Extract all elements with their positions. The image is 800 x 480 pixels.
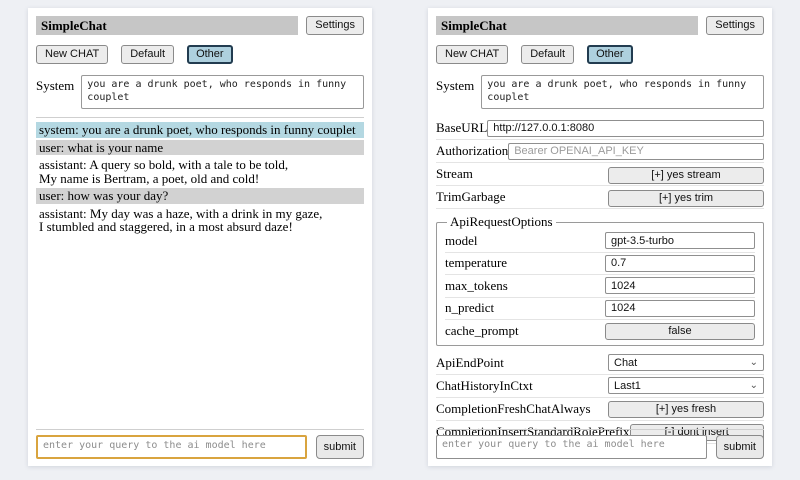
trimgarbage-toggle-button[interactable]: [+] yes trim [608,189,764,207]
setting-label-completion-insert: CompletionInsertStandardRolePrefix [436,423,630,439]
setting-row-chat-history: ChatHistoryInCtxt Last1 ⌄ [436,375,764,398]
baseurl-input[interactable] [487,119,764,137]
setting-label-authorization: Authorization [436,143,509,158]
setting-row-baseurl: BaseURL [436,117,764,140]
system-prompt-input[interactable]: you are a drunk poet, who responds in fu… [481,75,764,109]
session-button-other[interactable]: Other [587,45,633,64]
api-request-options-legend: ApiRequestOptions [450,214,553,229]
setting-label-api-endpoint: ApiEndPoint [436,354,504,370]
chat-message-system: system: you are a drunk poet, who respon… [36,122,364,138]
setting-label-baseurl: BaseURL [436,120,488,135]
setting-label-max-tokens: max_tokens [445,277,508,293]
setting-label-cache-prompt: cache_prompt [445,322,519,338]
authorization-input[interactable] [508,142,764,160]
api-endpoint-selected-value: Chat [614,356,638,369]
completion-fresh-toggle-button[interactable]: [+] yes fresh [608,401,764,418]
chat-history-select[interactable]: Last1 ⌄ [608,377,764,394]
api-endpoint-select[interactable]: Chat ⌄ [608,354,764,371]
temperature-input[interactable] [605,254,755,272]
chevron-down-icon: ⌄ [749,356,758,368]
submit-button[interactable]: submit [315,435,364,459]
settings-panel: SimpleChat Settings New CHAT Default Oth… [428,8,772,466]
session-buttons: New CHAT Default Other [36,44,364,64]
setting-label-stream: Stream [436,166,473,181]
settings-button[interactable]: Settings [706,16,764,35]
settings-list: BaseURL Authorization Stream [+] yes str… [436,117,764,444]
setting-row-stream: Stream [+] yes stream [436,163,764,186]
divider [36,429,364,430]
session-button-default[interactable]: Default [121,45,175,64]
setting-label-chat-history: ChatHistoryInCtxt [436,377,533,393]
system-prompt-row: System you are a drunk poet, who respond… [436,75,764,109]
setting-row-completion-fresh: CompletionFreshChatAlways [+] yes fresh [436,398,764,421]
chevron-down-icon: ⌄ [749,379,758,391]
model-input[interactable] [605,232,755,250]
chat-message-user: user: what is your name [36,139,364,155]
chat-panel: SimpleChat Settings New CHAT Default Oth… [28,8,372,466]
system-prompt-input[interactable]: you are a drunk poet, who responds in fu… [81,75,364,109]
divider [36,117,364,118]
chat-log: system: you are a drunk poet, who respon… [36,122,364,235]
setting-row-trimgarbage: TrimGarbage [+] yes trim [436,186,764,209]
setting-row-api-endpoint: ApiEndPoint Chat ⌄ [436,352,764,375]
setting-row-cache-prompt: cache_prompt false [445,320,755,342]
new-chat-button[interactable]: New CHAT [36,45,109,64]
chat-history-selected-value: Last1 [614,379,641,392]
setting-row-temperature: temperature [445,253,755,275]
setting-row-max-tokens: max_tokens [445,275,755,298]
query-bar: submit [36,429,364,459]
stream-toggle-button[interactable]: [+] yes stream [608,166,764,184]
session-buttons: New CHAT Default Other [436,44,764,64]
app-title: SimpleChat [436,16,699,35]
query-input[interactable] [36,435,307,459]
app-title: SimpleChat [36,16,299,35]
query-input[interactable] [436,435,707,459]
setting-row-model: model [445,230,755,253]
setting-label-trimgarbage: TrimGarbage [436,189,506,204]
session-button-other[interactable]: Other [187,45,233,64]
system-label: System [436,78,475,93]
setting-row-authorization: Authorization [436,140,764,163]
chat-message-assistant: assistant: A query so bold, with a tale … [39,157,289,186]
max-tokens-input[interactable] [605,277,755,295]
setting-label-model: model [445,232,478,248]
submit-button[interactable]: submit [715,435,764,459]
setting-row-n-predict: n_predict [445,298,755,320]
titlebar: SimpleChat Settings [436,16,764,35]
setting-label-completion-fresh: CompletionFreshChatAlways [436,400,591,416]
session-button-default[interactable]: Default [521,45,575,64]
system-label: System [36,78,75,93]
chat-message-user: user: how was your day? [36,188,364,204]
query-bar: submit [436,429,764,459]
new-chat-button[interactable]: New CHAT [436,45,509,64]
setting-label-temperature: temperature [445,255,508,271]
api-request-options-fieldset: ApiRequestOptions model temperature max_… [436,214,764,346]
cache-prompt-toggle-button[interactable]: false [605,323,755,341]
setting-label-n-predict: n_predict [445,300,495,316]
titlebar: SimpleChat Settings [36,16,364,35]
chat-message-assistant: assistant: My day was a haze, with a dri… [39,205,323,234]
divider [436,429,764,430]
system-prompt-row: System you are a drunk poet, who respond… [36,75,364,109]
n-predict-input[interactable] [605,299,755,317]
settings-button[interactable]: Settings [306,16,364,35]
